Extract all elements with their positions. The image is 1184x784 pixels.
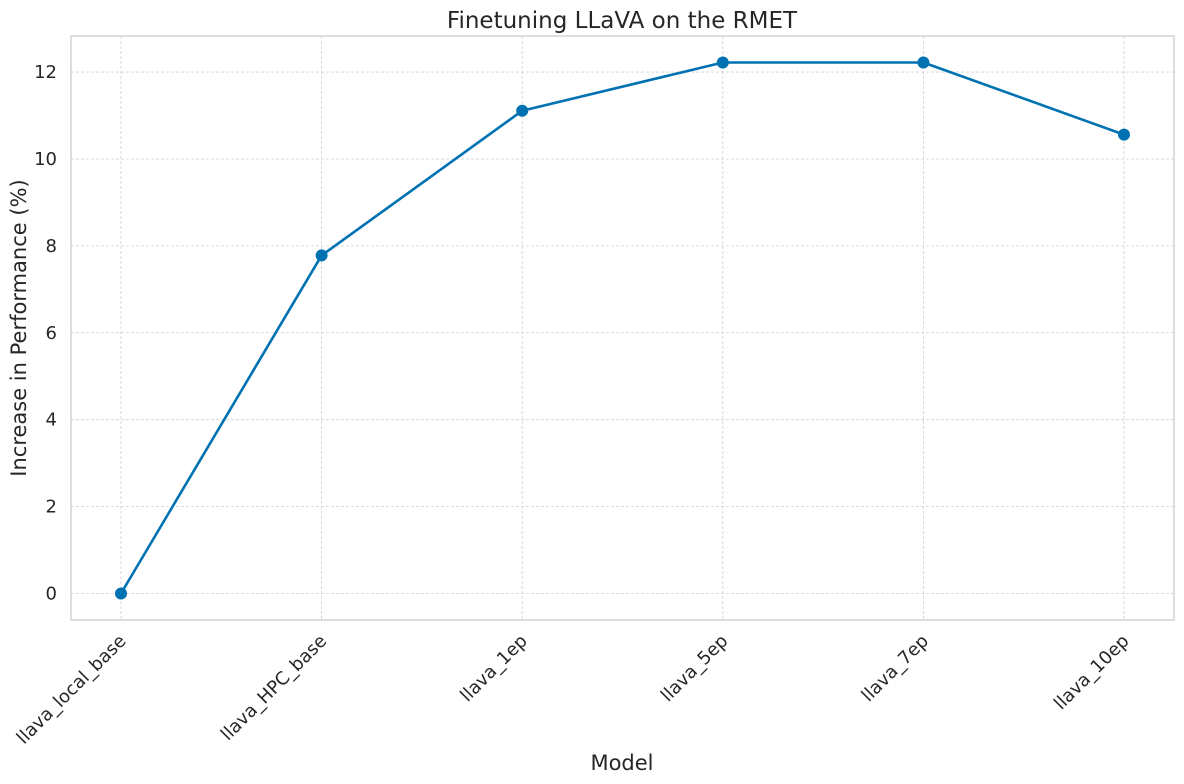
y-tick-label: 6 — [46, 323, 57, 344]
x-tick-label: llava_10ep — [1050, 631, 1134, 715]
x-axis-label: Model — [590, 751, 653, 775]
x-tick-label: llava_1ep — [456, 631, 531, 706]
grid — [71, 36, 1174, 620]
y-axis-ticks: 0 2 4 6 8 10 12 — [34, 62, 57, 604]
y-tick-label: 2 — [46, 497, 57, 518]
y-tick-label: 4 — [46, 410, 57, 431]
data-point-llava_local_base — [115, 587, 127, 600]
x-axis-ticks: llava_local_base llava_HPC_base llava_1ep l… — [13, 631, 1134, 749]
x-tick-label: llava_HPC_base — [217, 631, 331, 745]
y-tick-label: 0 — [46, 583, 57, 604]
chart-title: Finetuning LLaVA on the RMET — [447, 8, 798, 34]
x-tick-label: llava_local_base — [13, 631, 131, 749]
data-point-llava_7ep — [917, 56, 930, 69]
series-layer — [115, 56, 1130, 600]
y-axis-label: Increase in Performance (%) — [7, 179, 31, 476]
data-point-llava_5ep — [716, 56, 729, 69]
data-point-llava_10ep — [1118, 128, 1130, 141]
y-tick-label: 8 — [46, 236, 57, 257]
x-tick-label: llava_5ep — [657, 631, 732, 706]
y-tick-label: 10 — [34, 149, 57, 170]
series-line — [119, 61, 1125, 595]
x-tick-label: llava_7ep — [858, 631, 933, 706]
plot-area-frame — [70, 35, 1175, 621]
data-point-llava_1ep — [516, 104, 529, 117]
data-point-llava_HPC_base — [315, 249, 328, 262]
y-tick-label: 12 — [34, 62, 57, 83]
